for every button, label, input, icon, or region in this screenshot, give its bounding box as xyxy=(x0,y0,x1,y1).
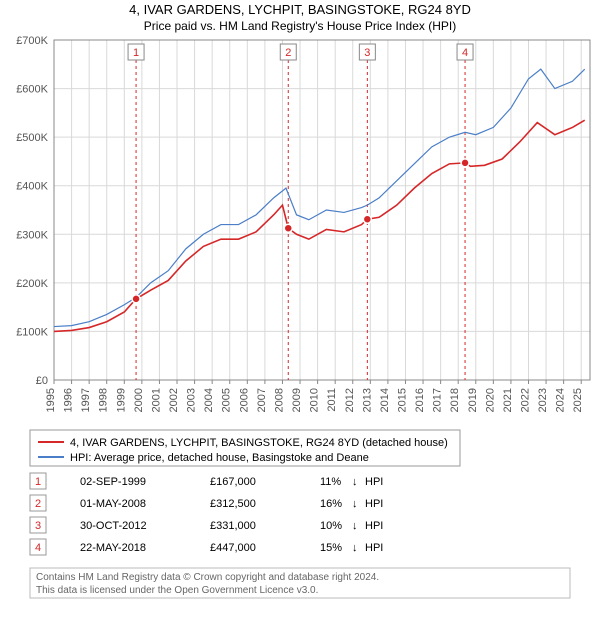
table-delta: 16% xyxy=(320,498,342,510)
x-tick-label: 2004 xyxy=(203,388,215,412)
chart-subtitle: Price paid vs. HM Land Registry's House … xyxy=(144,19,456,33)
x-tick-label: 2008 xyxy=(273,388,285,412)
table-date: 22-MAY-2018 xyxy=(80,542,146,554)
x-tick-label: 2023 xyxy=(537,388,549,412)
x-tick-label: 1997 xyxy=(80,388,92,412)
x-tick-label: 2001 xyxy=(150,388,162,412)
marker-dot xyxy=(461,159,469,167)
y-tick-label: £0 xyxy=(36,375,48,387)
table-date: 02-SEP-1999 xyxy=(80,476,146,488)
table-marker-n: 3 xyxy=(35,520,41,532)
x-tick-label: 2012 xyxy=(344,388,356,412)
legend-label: HPI: Average price, detached house, Basi… xyxy=(70,452,369,464)
marker-label: 4 xyxy=(462,47,468,59)
series-hpi xyxy=(54,69,585,326)
x-tick-label: 2005 xyxy=(221,388,233,412)
table-marker-n: 2 xyxy=(35,498,41,510)
x-tick-label: 2009 xyxy=(291,388,303,412)
x-tick-label: 2018 xyxy=(449,388,461,412)
y-tick-label: £100K xyxy=(16,326,48,338)
legend-label: 4, IVAR GARDENS, LYCHPIT, BASINGSTOKE, R… xyxy=(70,437,448,449)
table-suffix: HPI xyxy=(365,520,383,532)
x-tick-label: 1995 xyxy=(45,388,57,412)
x-tick-label: 2016 xyxy=(414,388,426,412)
x-tick-label: 1999 xyxy=(115,388,127,412)
chart-title: 4, IVAR GARDENS, LYCHPIT, BASINGSTOKE, R… xyxy=(129,2,471,17)
y-tick-label: £200K xyxy=(16,278,48,290)
marker-dot xyxy=(284,224,292,232)
x-tick-label: 2010 xyxy=(309,388,321,412)
x-tick-label: 2007 xyxy=(256,388,268,412)
table-delta: 11% xyxy=(320,476,341,488)
x-tick-label: 2024 xyxy=(555,388,567,412)
table-date: 01-MAY-2008 xyxy=(80,498,146,510)
x-tick-label: 2019 xyxy=(467,388,479,412)
x-tick-label: 2017 xyxy=(432,388,444,412)
table-date: 30-OCT-2012 xyxy=(80,520,147,532)
x-tick-label: 1998 xyxy=(98,388,110,412)
x-tick-label: 2025 xyxy=(572,388,584,412)
table-suffix: HPI xyxy=(365,542,383,554)
y-tick-label: £400K xyxy=(16,181,48,193)
table-price: £331,000 xyxy=(210,520,256,532)
x-tick-label: 2003 xyxy=(186,388,198,412)
table-marker-n: 1 xyxy=(35,476,41,488)
x-tick-label: 2015 xyxy=(396,388,408,412)
down-arrow-icon: ↓ xyxy=(352,542,358,554)
table-marker-n: 4 xyxy=(35,542,41,554)
table-price: £312,500 xyxy=(210,498,256,510)
x-tick-label: 2002 xyxy=(168,388,180,412)
x-tick-label: 2014 xyxy=(379,388,391,412)
footer-line1: Contains HM Land Registry data © Crown c… xyxy=(36,572,379,583)
marker-dot xyxy=(132,295,140,303)
y-tick-label: £300K xyxy=(16,229,48,241)
marker-dot xyxy=(363,215,371,223)
table-delta: 10% xyxy=(320,520,342,532)
x-tick-label: 1996 xyxy=(63,388,75,412)
y-tick-label: £600K xyxy=(16,84,48,96)
x-tick-label: 2000 xyxy=(133,388,145,412)
x-tick-label: 2013 xyxy=(361,388,373,412)
table-suffix: HPI xyxy=(365,476,383,488)
x-tick-label: 2011 xyxy=(326,388,338,412)
x-tick-label: 2006 xyxy=(238,388,250,412)
marker-label: 2 xyxy=(285,47,291,59)
table-price: £447,000 xyxy=(210,542,256,554)
marker-label: 3 xyxy=(364,47,370,59)
x-tick-label: 2022 xyxy=(519,388,531,412)
x-tick-label: 2021 xyxy=(502,388,514,412)
x-tick-label: 2020 xyxy=(484,388,496,412)
chart-svg: 4, IVAR GARDENS, LYCHPIT, BASINGSTOKE, R… xyxy=(0,0,600,620)
table-delta: 15% xyxy=(320,542,342,554)
down-arrow-icon: ↓ xyxy=(352,520,358,532)
table-suffix: HPI xyxy=(365,498,383,510)
y-tick-label: £700K xyxy=(16,35,48,47)
plot-border xyxy=(54,40,590,380)
down-arrow-icon: ↓ xyxy=(352,498,358,510)
table-price: £167,000 xyxy=(210,476,256,488)
marker-label: 1 xyxy=(133,47,139,59)
down-arrow-icon: ↓ xyxy=(352,476,358,488)
footer-line2: This data is licensed under the Open Gov… xyxy=(36,585,318,596)
y-tick-label: £500K xyxy=(16,132,48,144)
